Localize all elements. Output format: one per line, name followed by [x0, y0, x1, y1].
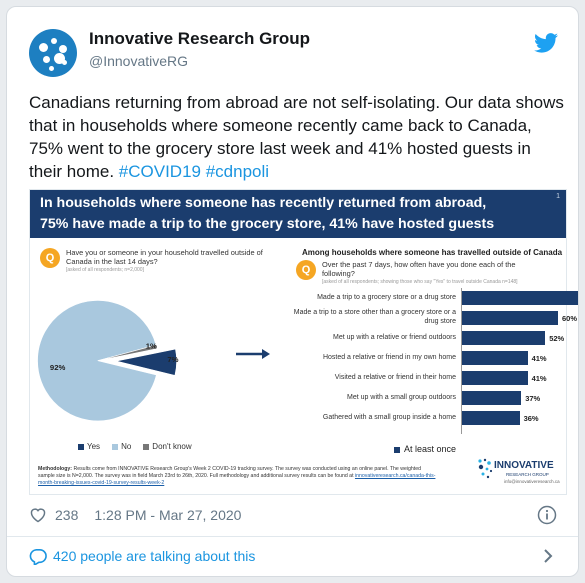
twitter-bird-icon[interactable]	[534, 33, 558, 53]
bar-category-label: Hosted a relative or friend in my own ho…	[322, 354, 456, 361]
right-question-sub: [asked of all respondents; showing those…	[322, 279, 518, 285]
tweet-meta: 238 1:28 PM - Mar 27, 2020	[29, 503, 241, 527]
info-icon[interactable]	[537, 505, 557, 525]
bar-value-label: 41%	[531, 354, 547, 363]
logo-name: INNOVATIVE	[494, 460, 554, 471]
bar-value-label: 60%	[562, 314, 578, 323]
bar-mark	[462, 371, 528, 385]
tweet-body: Canadians returning from abroad are not …	[29, 93, 564, 181]
bar-value-label: 41%	[531, 374, 547, 383]
heart-icon[interactable]	[29, 507, 47, 523]
bar-category-label: Made a trip to a grocery store or a drug…	[317, 294, 456, 301]
pie-legend-item: Yes	[78, 442, 100, 451]
divider	[7, 536, 578, 537]
pie-label-no: 92%	[50, 363, 66, 372]
infographic-banner: In households where someone has recently…	[30, 190, 566, 238]
pie-slice-no	[37, 300, 157, 422]
question-icon-2: Q	[296, 260, 316, 280]
banner-line-1: In households where someone has recently…	[40, 195, 487, 211]
pie-legend-item: Don't know	[143, 442, 192, 451]
arrow-right-icon	[236, 349, 270, 359]
bar-category-label: Visited a relative or friend in their ho…	[334, 374, 456, 381]
bar-mark	[462, 351, 528, 365]
chevron-right-icon[interactable]	[541, 548, 555, 564]
bar-category-label: Gathered with a small group inside a hom…	[322, 414, 456, 421]
left-question-sub: [asked of all respondents; n=2,000]	[66, 267, 144, 273]
bar-value-label: 52%	[549, 334, 565, 343]
question-icon: Q	[40, 248, 60, 268]
pie-slice-yes	[116, 348, 177, 376]
pie-label-don-t-know: 1%	[146, 341, 157, 350]
bar-legend: At least once	[394, 444, 456, 454]
tweet-card: Innovative Research Group @InnovativeRG …	[6, 6, 579, 577]
right-question: Over the past 7 days, how often have you…	[322, 260, 516, 278]
methodology-text: Results come from INNOVATIVE Research Gr…	[38, 466, 422, 479]
bar-category-label: Met up with a relative or friend outdoor…	[333, 334, 456, 341]
bar-category-label: Made a trip to a store other than a groc…	[293, 309, 456, 325]
like-count[interactable]: 238	[55, 507, 79, 523]
logo-email: info@innovativeresearch.ca	[504, 479, 560, 484]
profile-avatar[interactable]	[29, 29, 77, 77]
bar-axis	[461, 288, 462, 434]
tweet-hashtags[interactable]: #COVID19 #cdnpoli	[118, 162, 270, 181]
bar-mark	[462, 411, 520, 425]
author-handle[interactable]: @InnovativeRG	[89, 53, 189, 69]
banner-page-number: 1	[556, 193, 560, 200]
innovative-logo: INNOVATIVE RESEARCH GROUP info@innovativ…	[476, 458, 562, 492]
methodology-link[interactable]: innovativeresearch.ca/canada-this-month-…	[38, 473, 436, 486]
speech-bubble-icon	[29, 548, 47, 565]
author-name[interactable]: Innovative Research Group	[89, 29, 311, 48]
tweet-timestamp[interactable]: 1:28 PM - Mar 27, 2020	[94, 507, 242, 523]
right-title: Among households where someone has trave…	[302, 248, 563, 257]
logo-dots-icon	[478, 458, 493, 479]
bar-mark	[462, 291, 578, 305]
talking-count[interactable]: 420 people are talking about this	[53, 548, 256, 564]
infographic[interactable]: In households where someone has recently…	[29, 189, 578, 495]
left-question: Have you or someone in your household tr…	[66, 248, 263, 266]
pie-legend: Yes No Don't know	[78, 442, 192, 451]
methodology-label: Methodology:	[38, 466, 72, 472]
pie-slice-don-t-know	[97, 344, 158, 361]
travel-pie-chart: 7% 92% 1%	[37, 300, 179, 422]
bar-legend-label: At least once	[404, 444, 457, 454]
methodology-note: Methodology: Results come from INNOVATIV…	[38, 466, 438, 487]
pie-legend-item: No	[112, 442, 131, 451]
conversation-link[interactable]: 420 people are talking about this	[29, 545, 255, 567]
bar-value-label: 36%	[523, 414, 539, 423]
banner-line-2: 75% have made a trip to the grocery stor…	[40, 216, 495, 232]
bar-mark	[462, 391, 522, 405]
bar-mark	[462, 331, 546, 345]
bar-mark	[462, 311, 558, 325]
pie-label-yes: 7%	[167, 355, 178, 364]
bar-category-label: Met up with a small group outdoors	[347, 394, 456, 401]
logo-sub: RESEARCH GROUP	[506, 472, 549, 477]
tweet-text: Canadians returning from abroad are not …	[29, 91, 565, 183]
bar-value-label: 37%	[525, 394, 541, 403]
